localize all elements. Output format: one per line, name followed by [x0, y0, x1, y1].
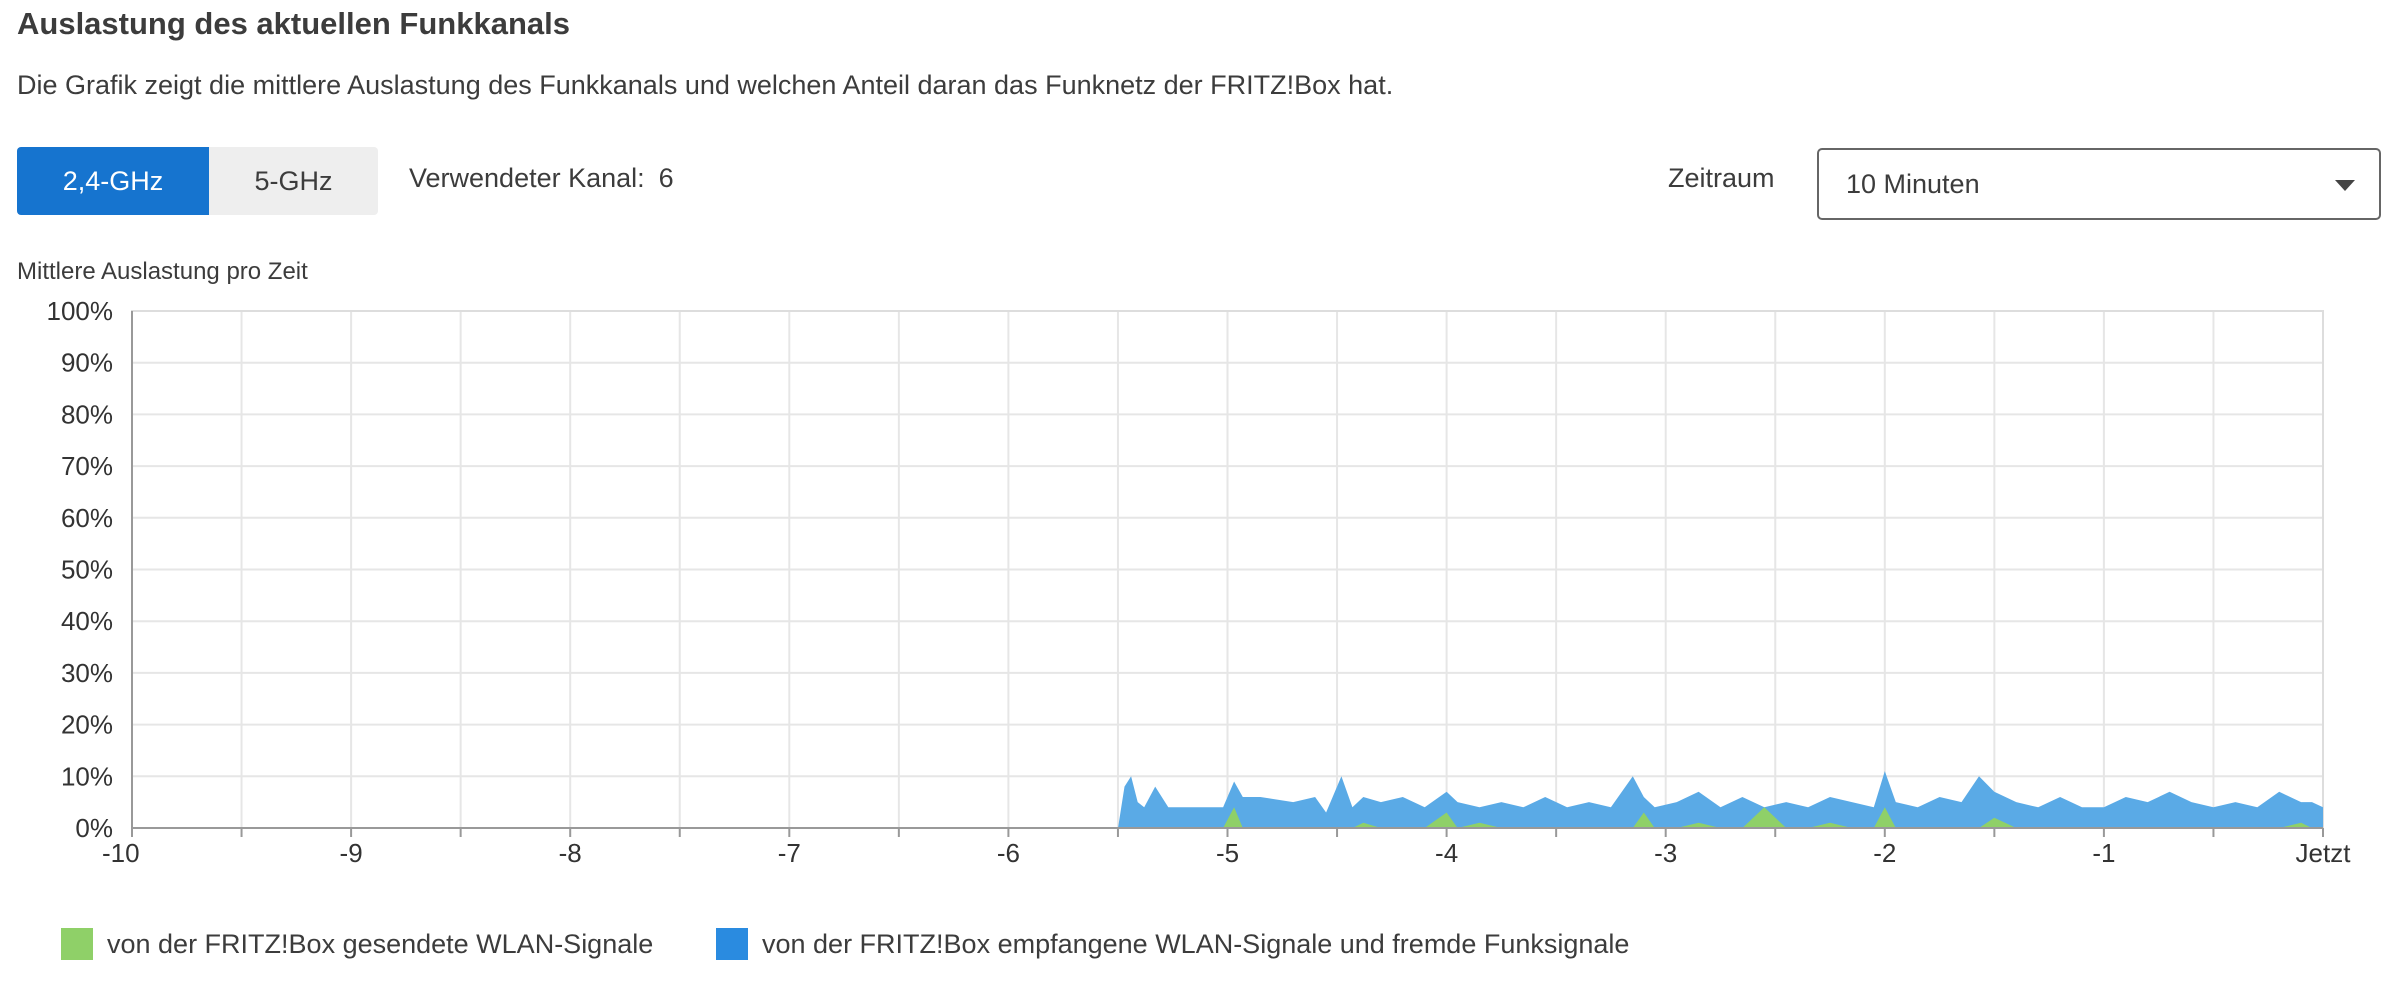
utilization-chart: 0% 10% 20% 30% 40% 50% 60% 70% 80% 90% 100% -10 -9 -8…: [47, 296, 2352, 868]
legend-received-swatch: [716, 928, 748, 960]
legend-sent-label: von der FRITZ!Box gesendete WLAN-Signale: [107, 928, 654, 959]
y-tick-label: 0%: [75, 813, 113, 843]
x-tick-label: -5: [1216, 838, 1239, 868]
y-tick-label: 60%: [61, 503, 113, 533]
y-tick-label: 50%: [61, 555, 113, 585]
y-tick-label: 100%: [47, 296, 114, 326]
chart-title: Mittlere Auslastung pro Zeit: [17, 258, 308, 285]
series-sent-area: [1117, 807, 2323, 828]
x-tick-label: -9: [340, 838, 363, 868]
channel-info: Verwendeter Kanal: 6: [409, 163, 674, 194]
x-tick-label: -7: [778, 838, 801, 868]
range-select[interactable]: 10 Minuten: [1817, 148, 2381, 220]
legend-sent: von der FRITZ!Box gesendete WLAN-Signale: [61, 928, 653, 960]
x-tick-label: -2: [1873, 838, 1896, 868]
y-tick-label: 70%: [61, 451, 113, 481]
x-tick-label: Jetzt: [2296, 838, 2352, 868]
range-label: Zeitraum: [1668, 163, 1775, 193]
page-title: Auslastung des aktuellen Funkkanals: [17, 6, 570, 41]
x-tick-label: -3: [1654, 838, 1677, 868]
chevron-down-icon: [2335, 180, 2355, 191]
x-tick-label: -6: [997, 838, 1020, 868]
page-description: Die Grafik zeigt die mittlere Auslastung…: [17, 70, 1394, 100]
y-tick-label: 10%: [61, 761, 113, 791]
range-select-value: 10 Minuten: [1846, 168, 1980, 199]
legend-received: von der FRITZ!Box empfangene WLAN-Signal…: [716, 928, 1629, 960]
x-tick-label: -1: [2092, 838, 2115, 868]
legend-sent-swatch: [61, 928, 93, 960]
band-24ghz-button[interactable]: 2,4-GHz: [17, 147, 209, 215]
y-tick-label: 40%: [61, 606, 113, 636]
legend-received-label: von der FRITZ!Box empfangene WLAN-Signal…: [762, 928, 1630, 959]
x-tick-label: -8: [559, 838, 582, 868]
band-5ghz-button[interactable]: 5-GHz: [209, 147, 378, 215]
y-tick-label: 30%: [61, 658, 113, 688]
channel-value: 6: [658, 163, 674, 193]
x-tick-label: -4: [1435, 838, 1458, 868]
y-tick-label: 20%: [61, 710, 113, 740]
x-tick-label: -10: [102, 838, 140, 868]
y-tick-label: 80%: [61, 399, 113, 429]
y-tick-label: 90%: [61, 348, 113, 378]
channel-label: Verwendeter Kanal:: [409, 163, 645, 193]
band-toggle: 2,4-GHz 5-GHz: [17, 147, 378, 215]
series-received-area: [1117, 771, 2323, 828]
